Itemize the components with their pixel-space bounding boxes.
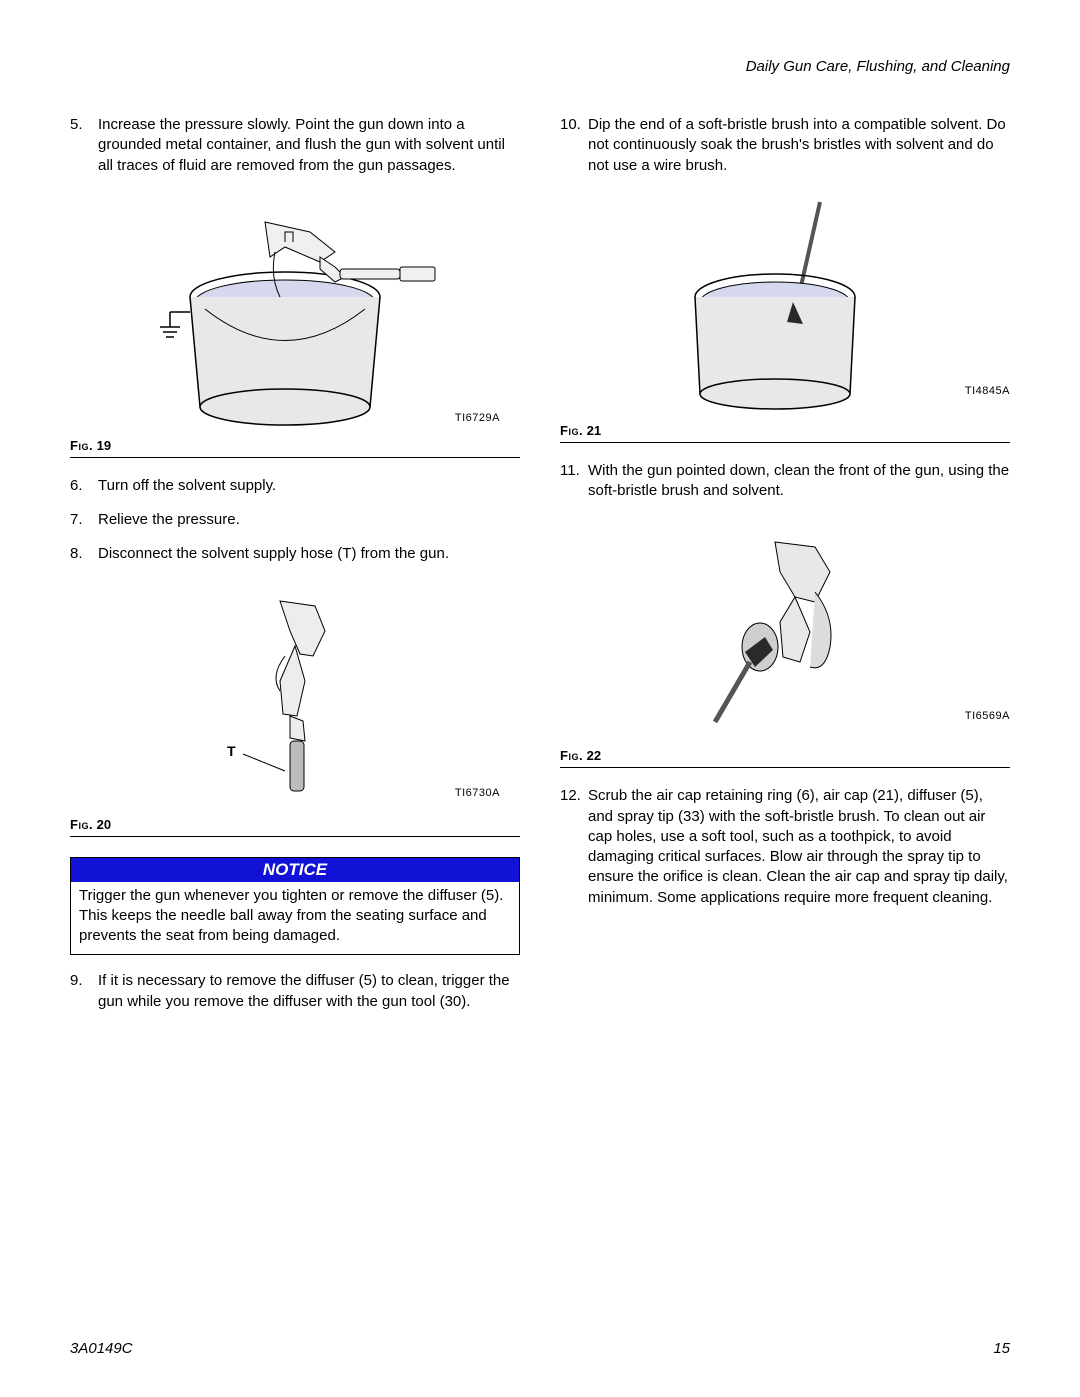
step-5: 5. Increase the pressure slowly. Point t…: [70, 115, 520, 176]
step-12: 12. Scrub the air cap retaining ring (6)…: [560, 786, 1010, 908]
page-number: 15: [993, 1340, 1010, 1357]
step-number: 10.: [560, 115, 588, 176]
fig21-caption: Fig. 21: [560, 423, 1010, 443]
step-text: Turn off the solvent supply.: [98, 476, 520, 496]
step-number: 9.: [70, 971, 98, 1012]
step-number: 6.: [70, 476, 98, 496]
notice-heading: NOTICE: [71, 858, 519, 882]
step-number: 7.: [70, 510, 98, 530]
callout-letter: T: [227, 743, 236, 759]
manual-page: Daily Gun Care, Flushing, and Cleaning 5…: [0, 0, 1080, 1397]
figure-20: T TI6730A Fig. 20: [70, 581, 520, 837]
fig19-code: TI6729A: [455, 412, 500, 424]
fig22-illustration: [665, 522, 905, 737]
figure-21: TI4845A Fig. 21: [560, 192, 1010, 443]
step-text: Relieve the pressure.: [98, 510, 520, 530]
fig19-illustration: [135, 197, 455, 427]
step-text: If it is necessary to remove the diffuse…: [98, 971, 520, 1012]
step-6: 6. Turn off the solvent supply.: [70, 476, 520, 496]
step-9: 9. If it is necessary to remove the diff…: [70, 971, 520, 1012]
figure-22: TI6569A Fig. 22: [560, 517, 1010, 768]
step-number: 8.: [70, 544, 98, 564]
fig21-illustration: [655, 194, 915, 414]
running-head: Daily Gun Care, Flushing, and Cleaning: [70, 58, 1010, 75]
fig20-caption: Fig. 20: [70, 817, 520, 837]
right-column: 10. Dip the end of a soft-bristle brush …: [560, 115, 1010, 1026]
step-7: 7. Relieve the pressure.: [70, 510, 520, 530]
fig20-illustration: T: [185, 586, 405, 806]
fig22-caption: Fig. 22: [560, 748, 1010, 768]
fig19-caption: Fig. 19: [70, 438, 520, 458]
step-number: 11.: [560, 461, 588, 502]
step-text: Scrub the air cap retaining ring (6), ai…: [588, 786, 1010, 908]
step-number: 12.: [560, 786, 588, 908]
page-footer: 3A0149C 15: [70, 1340, 1010, 1357]
step-number: 5.: [70, 115, 98, 176]
figure-19: TI6729A Fig. 19: [70, 192, 520, 458]
two-column-layout: 5. Increase the pressure slowly. Point t…: [70, 115, 1010, 1026]
step-11: 11. With the gun pointed down, clean the…: [560, 461, 1010, 502]
left-column: 5. Increase the pressure slowly. Point t…: [70, 115, 520, 1026]
fig22-code: TI6569A: [965, 710, 1010, 722]
doc-code: 3A0149C: [70, 1340, 133, 1357]
step-10: 10. Dip the end of a soft-bristle brush …: [560, 115, 1010, 176]
step-text: Disconnect the solvent supply hose (T) f…: [98, 544, 520, 564]
step-text: Dip the end of a soft-bristle brush into…: [588, 115, 1010, 176]
notice-box: NOTICE Trigger the gun whenever you tigh…: [70, 857, 520, 956]
step-text: Increase the pressure slowly. Point the …: [98, 115, 520, 176]
fig20-code: TI6730A: [455, 787, 500, 799]
step-8: 8. Disconnect the solvent supply hose (T…: [70, 544, 520, 564]
fig21-code: TI4845A: [965, 385, 1010, 397]
step-text: With the gun pointed down, clean the fro…: [588, 461, 1010, 502]
notice-body: Trigger the gun whenever you tighten or …: [71, 882, 519, 955]
